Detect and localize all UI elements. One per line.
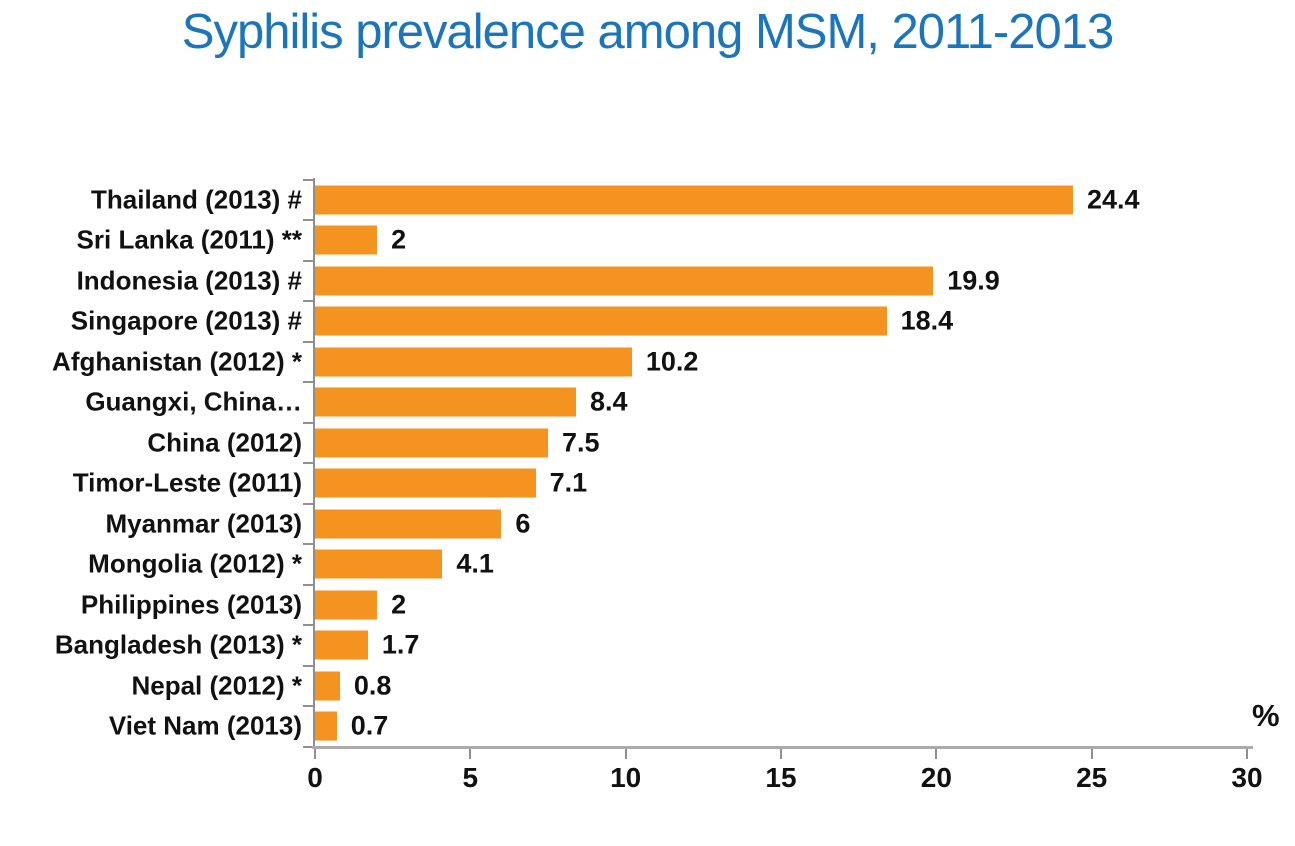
category-label: Sri Lanka (2011) ** [76,224,302,255]
value-label: 24.4 [1087,184,1140,215]
value-label: 1.7 [381,629,420,660]
x-axis-tick-label: 30 [1231,762,1263,793]
category-label: Guangxi, China… [85,386,302,417]
y-axis-tick [303,259,313,262]
value-label: 10.2 [645,346,699,377]
x-axis-tick [780,749,782,759]
y-axis-tick [303,745,313,748]
page-title: Syphilis prevalence among MSM, 2011-2013 [181,5,1114,59]
bar-row: Indonesia (2013) # 19.9 [0,261,1295,302]
y-axis-tick [303,543,313,545]
value-label: 8.4 [589,386,628,417]
value-label: 7.5 [562,427,600,458]
y-axis-tick [303,421,313,424]
y-axis-tick [303,705,313,707]
category-label: China (2012) [147,427,302,458]
category-label: Nepal (2012) * [131,670,302,701]
category-label: Myanmar (2013) [105,508,302,539]
y-axis-tick [303,340,313,343]
bar-row: Bangladesh (2013) * 1.7 [0,625,1295,666]
bar-row: Thailand (2013) # 24.4 [0,180,1295,221]
value-label: 2 [391,589,407,620]
category-label: Afghanistan (2012) * [52,346,302,377]
x-axis-tick-label: 0 [307,762,323,793]
bar [315,266,934,296]
bar [315,387,576,417]
bar [315,509,502,539]
bar [315,185,1074,215]
bar-row: Guangxi, China… 8.4 [0,382,1295,423]
value-label: 2 [391,224,407,255]
category-label: Singapore (2013) # [70,305,302,336]
bar [315,428,548,458]
value-label: 0.7 [350,710,389,741]
bar [315,347,632,377]
x-axis-tick-label: 25 [1076,762,1108,793]
x-axis-unit-label: % [1252,698,1280,733]
y-axis-tick [303,502,313,505]
value-label: 6 [515,508,531,539]
bar-row: Viet Nam (2013) 0.7 [0,706,1295,747]
y-axis-tick [303,664,313,667]
value-label: 18.4 [900,305,954,336]
y-axis-tick [303,583,313,586]
bar-row: Singapore (2013) # 18.4 [0,301,1295,342]
x-axis-tick [624,749,627,759]
y-axis-tick [303,381,313,383]
x-axis-tick [935,749,938,759]
category-label: Viet Nam (2013) [108,710,302,741]
y-axis-tick [303,624,313,626]
x-axis-tick [1090,749,1093,759]
bar [315,306,887,336]
y-axis-tick [303,219,313,221]
bar-row: Nepal (2012) * 0.8 [0,666,1295,707]
x-axis-line [312,746,1253,749]
category-label: Mongolia (2012) * [88,548,302,579]
category-label: Timor-Leste (2011) [72,467,302,498]
value-label: 0.8 [353,670,392,701]
category-label: Thailand (2013) # [91,184,302,215]
x-axis-tick-label: 20 [920,762,952,793]
x-axis-tick [314,749,316,759]
category-label: Philippines (2013) [80,589,302,620]
bar-row: Afghanistan (2012) * 10.2 [0,342,1295,383]
y-axis-tick [303,300,313,302]
bar-row: China (2012) 7.5 [0,423,1295,464]
x-axis-tick [1246,749,1248,759]
value-label: 4.1 [456,548,494,579]
bar-row: Sri Lanka (2011) ** 2 [0,220,1295,261]
bar [315,590,378,620]
x-axis-tick [469,749,472,759]
bar [315,468,536,498]
y-axis-line [313,178,315,749]
x-axis-tick-label: 15 [765,762,797,793]
x-axis-tick-label: 10 [610,762,642,793]
x-axis-tick-label: 5 [462,762,479,793]
y-axis-tick [303,178,313,181]
bar-row: Philippines (2013) 2 [0,585,1295,626]
bar-row: Timor-Leste (2011) 7.1 [0,463,1295,504]
value-label: 7.1 [549,467,588,498]
bar [315,630,368,660]
bar [315,671,340,701]
category-label: Bangladesh (2013) * [54,629,302,660]
y-axis-tick [303,462,313,464]
bar [315,711,337,741]
bar-row: Myanmar (2013) 6 [0,504,1295,545]
bar-row: Mongolia (2012) * 4.1 [0,544,1295,585]
bar [315,549,443,579]
category-label: Indonesia (2013) # [76,265,302,296]
value-label: 19.9 [947,265,1000,296]
bar [315,225,378,255]
